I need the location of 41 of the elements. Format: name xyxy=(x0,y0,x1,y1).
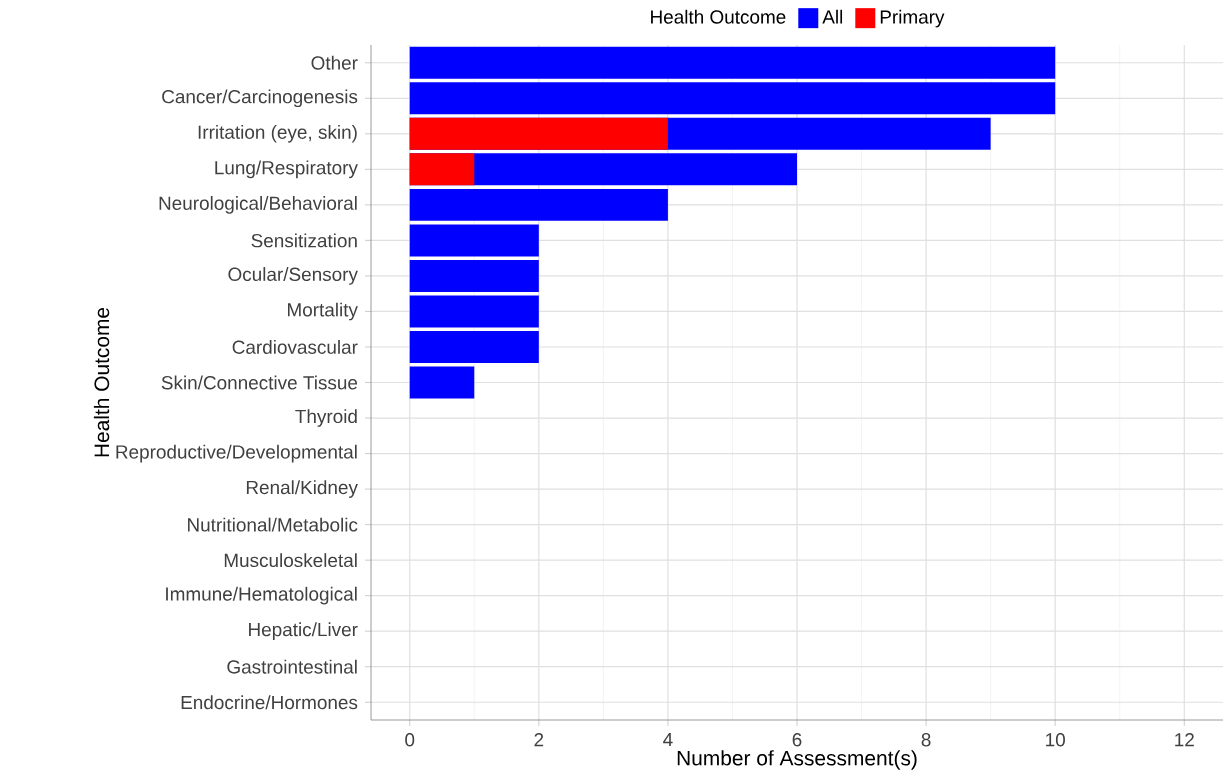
y-tick-label: Reproductive/Developmental xyxy=(116,444,357,463)
x-tick-label: 6 xyxy=(792,733,802,747)
bar xyxy=(409,330,539,363)
bar xyxy=(409,46,1056,79)
bar xyxy=(409,117,668,150)
legend-label: All xyxy=(822,9,843,24)
y-tick-label: Musculoskeletal xyxy=(224,553,357,568)
bar xyxy=(409,295,539,328)
x-tick-label: 8 xyxy=(921,733,931,747)
y-tick-label: Gastrointestinal xyxy=(227,659,357,674)
y-tick-label: Renal/Kidney xyxy=(246,480,358,498)
y-tick-label: Lung/Respiratory xyxy=(215,160,358,179)
x-tick-label: 0 xyxy=(405,733,415,747)
legend-title: Health Outcome xyxy=(651,9,786,24)
bar xyxy=(409,366,475,399)
y-tick-label: Thyroid xyxy=(295,409,357,427)
y-tick-label: Other xyxy=(311,55,358,70)
x-tick-label: 2 xyxy=(534,733,544,747)
y-tick-label: Cancer/Carcinogenesis xyxy=(162,89,358,108)
y-axis-title: Health Outcome xyxy=(93,307,110,457)
y-tick-label: Irritation (eye, skin) xyxy=(198,124,357,143)
legend-label: Primary xyxy=(880,9,945,28)
y-tick-label: Neurological/Behavioral xyxy=(159,196,357,214)
y-tick-label: Endocrine/Hormones xyxy=(181,695,358,710)
y-tick-label: Nutritional/Metabolic xyxy=(188,517,358,532)
y-tick-label: Ocular/Sensory xyxy=(228,267,358,285)
y-tick-label: Sensitization xyxy=(251,233,357,248)
y-tick-label: Immune/Hematological xyxy=(166,586,357,605)
y-tick-label: Skin/Connective Tissue xyxy=(161,375,358,390)
bar xyxy=(409,224,539,257)
y-tick-label: Hepatic/Liver xyxy=(249,622,358,641)
bar xyxy=(409,153,475,186)
y-tick-label: Mortality xyxy=(288,302,358,321)
x-axis-title: Number of Assessment(s) xyxy=(677,750,917,770)
bar xyxy=(409,82,1056,115)
bar xyxy=(409,259,539,292)
bar xyxy=(409,188,668,221)
x-tick-label: 10 xyxy=(1046,733,1065,747)
x-tick-label: 12 xyxy=(1175,733,1194,747)
x-tick-label: 4 xyxy=(663,733,673,747)
y-tick-label: Cardiovascular xyxy=(232,340,358,354)
